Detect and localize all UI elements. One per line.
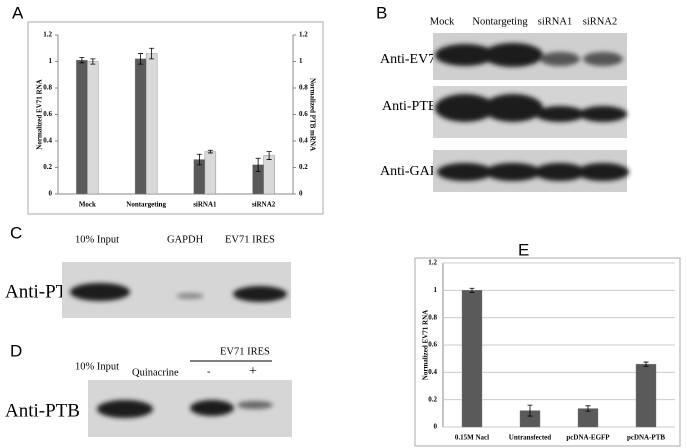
y-tick-label: 0.4 <box>43 137 52 145</box>
panel-frame <box>414 257 681 447</box>
bar <box>87 61 99 195</box>
error-bar <box>266 151 272 160</box>
x-tick-label: pcDNA-EGFP <box>566 434 610 442</box>
y2-axis-label: Normalized PTB mRNA <box>308 78 316 151</box>
lane-label: 10% Input <box>75 361 119 372</box>
error-bar <box>149 47 155 60</box>
error-bar <box>643 361 649 367</box>
panel-letter: B <box>376 3 387 22</box>
lane-label: Nontargeting <box>472 16 528 27</box>
error-bar <box>196 153 202 166</box>
panel-letter: E <box>518 240 529 259</box>
row-label: Anti-PTB <box>5 400 80 421</box>
y-tick-label: 0.6 <box>428 341 437 349</box>
treatment-label: Quinacrine <box>132 367 179 378</box>
blot <box>88 380 292 437</box>
error-bar <box>527 404 533 417</box>
y-tick-label: 0 <box>434 423 438 431</box>
error-bar <box>255 157 261 172</box>
bar <box>76 59 88 195</box>
treatment-sign: + <box>249 364 257 379</box>
panel-letter: A <box>12 3 24 22</box>
panel-frame <box>27 21 324 215</box>
lane-label: GAPDH <box>167 234 204 245</box>
y-tick-label: 1 <box>49 57 53 65</box>
x-tick-label: Nontargeting <box>126 201 166 209</box>
x-tick-label: siRNA2 <box>252 201 276 209</box>
x-tick-label: Untransfected <box>509 434 551 442</box>
y2-tick-label: 0.6 <box>299 110 308 118</box>
lane-label: Mock <box>430 16 455 27</box>
y2-tick-label: 1.2 <box>299 31 308 39</box>
y2-tick-label: 0 <box>299 190 303 198</box>
error-bar <box>207 149 213 154</box>
bar <box>635 363 657 428</box>
x-tick-label: Mock <box>79 201 96 209</box>
y-tick-label: 0.4 <box>428 368 437 376</box>
y-tick-label: 0.2 <box>43 163 52 171</box>
x-tick-label: 0.15M Nacl <box>455 434 489 442</box>
lane-label: siRNA1 <box>538 16 572 27</box>
lane-label: EV71 IRES <box>225 234 275 245</box>
y-tick-label: 1 <box>434 286 438 294</box>
x-tick-label: siRNA1 <box>193 201 217 209</box>
bar <box>145 53 158 195</box>
y-tick-label: 0.8 <box>43 84 52 92</box>
error-bar <box>469 287 475 293</box>
y-tick-label: 0.8 <box>428 313 437 321</box>
group-label: EV71 IRES <box>220 346 270 357</box>
panel-letter: D <box>10 341 22 360</box>
y-tick-label: 1.2 <box>428 259 437 267</box>
blot <box>433 33 627 80</box>
row-label: Anti-PTB <box>382 99 437 114</box>
y-axis-label: Normalized EV71 RNA <box>422 310 430 380</box>
y-tick-label: 0 <box>49 190 53 198</box>
error-bar <box>79 57 85 64</box>
y-tick-label: 0.2 <box>428 395 437 403</box>
lane-label: 10% Input <box>75 234 119 245</box>
y2-tick-label: 0.2 <box>299 163 308 171</box>
treatment-sign: - <box>207 366 211 377</box>
blot <box>433 86 627 138</box>
panel-letter: C <box>10 223 22 242</box>
y2-tick-label: 0.8 <box>299 84 308 92</box>
y-axis-label: Normalized EV71 RNA <box>36 79 44 149</box>
bar <box>263 155 275 195</box>
y2-tick-label: 1 <box>299 57 303 65</box>
error-bar <box>585 405 591 412</box>
row-label: Anti-PTB <box>5 281 80 302</box>
error-bar <box>90 58 96 65</box>
x-tick-label: pcDNA-PTB <box>627 434 665 442</box>
error-bar <box>138 53 144 65</box>
y-tick-label: 1.2 <box>43 31 52 39</box>
bar <box>134 58 147 195</box>
y-tick-label: 0.6 <box>43 110 52 118</box>
bar <box>461 290 483 428</box>
lane-label: siRNA2 <box>583 16 617 27</box>
blot <box>62 262 291 318</box>
bar <box>204 151 217 195</box>
y2-tick-label: 0.4 <box>299 137 308 145</box>
blot <box>433 150 629 192</box>
